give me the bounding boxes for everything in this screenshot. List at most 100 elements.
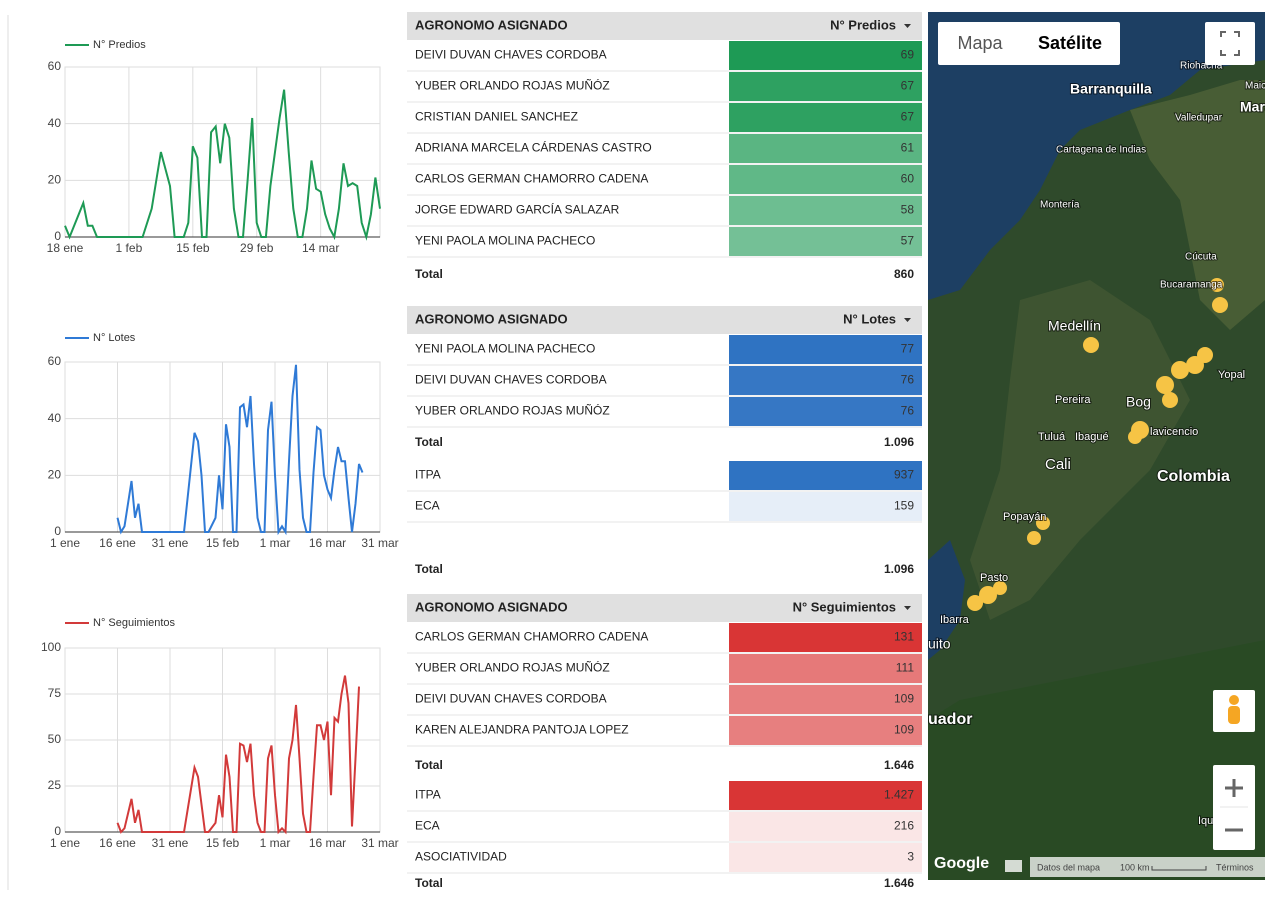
total-label: Total bbox=[415, 267, 443, 281]
place-label: Yopal bbox=[1218, 369, 1245, 381]
y-tick-label: 40 bbox=[48, 411, 62, 425]
row-value: 60 bbox=[901, 172, 915, 186]
heat-bar bbox=[729, 72, 922, 101]
marker bbox=[1156, 376, 1174, 394]
map-data[interactable]: Datos del mapa bbox=[1037, 862, 1100, 872]
row-value: 69 bbox=[901, 48, 915, 62]
heat-bar bbox=[729, 623, 922, 652]
x-tick-label: 1 mar bbox=[260, 836, 291, 850]
x-tick-label: 14 mar bbox=[302, 241, 339, 255]
x-tick-label: 31 mar bbox=[361, 536, 398, 550]
total-label: Total bbox=[415, 758, 443, 772]
total-label: Total bbox=[415, 876, 443, 890]
heat-bar bbox=[729, 165, 922, 194]
place-label: Colombia bbox=[1157, 468, 1230, 485]
row-value: 3 bbox=[907, 850, 914, 864]
y-tick-label: 75 bbox=[48, 686, 62, 700]
row-value: 109 bbox=[894, 692, 914, 706]
x-tick-label: 1 mar bbox=[260, 536, 291, 550]
markers bbox=[967, 278, 1228, 611]
heat-bar bbox=[729, 227, 922, 256]
heat-bar bbox=[729, 335, 922, 364]
place-label: Bucaramanga bbox=[1160, 280, 1223, 291]
map-imagery: Riohacha Maic Barranquilla Mara Valledup… bbox=[928, 12, 1270, 880]
x-tick-label: 15 feb bbox=[206, 536, 240, 550]
row-name: YUBER ORLANDO ROJAS MUÑÓZ bbox=[415, 660, 610, 675]
marker bbox=[979, 586, 997, 604]
map-button[interactable]: Mapa bbox=[957, 33, 1003, 53]
place-label: lavicencio bbox=[1150, 426, 1198, 438]
x-tick-label: 16 ene bbox=[99, 836, 136, 850]
satellite-button[interactable]: Satélite bbox=[1038, 33, 1102, 53]
row-value: 77 bbox=[901, 342, 915, 356]
row-value: 57 bbox=[901, 234, 915, 248]
legend-label: N° Seguimientos bbox=[93, 617, 176, 629]
row-name: KAREN ALEJANDRA PANTOJA LOPEZ bbox=[415, 723, 629, 737]
row-name: ITPA bbox=[415, 788, 441, 802]
x-tick-label: 15 feb bbox=[176, 241, 210, 255]
row-name: DEIVI DUVAN CHAVES CORDOBA bbox=[415, 373, 607, 387]
x-tick-label: 18 ene bbox=[47, 241, 84, 255]
heat-bar bbox=[729, 461, 922, 490]
marker bbox=[967, 595, 983, 611]
zoom-in[interactable] bbox=[1225, 779, 1243, 797]
total-value: 860 bbox=[894, 267, 914, 281]
fullscreen-button[interactable] bbox=[1205, 22, 1255, 65]
column-header: AGRONOMO ASIGNADO bbox=[415, 599, 568, 614]
heat-bar bbox=[729, 397, 922, 426]
x-tick-label: 16 mar bbox=[309, 836, 346, 850]
place-label: Mara bbox=[1240, 99, 1270, 115]
column-header: N° Predios bbox=[830, 17, 896, 32]
marker bbox=[1083, 337, 1099, 353]
row-name: DEIVI DUVAN CHAVES CORDOBA bbox=[415, 692, 607, 706]
place-label: Popayán bbox=[1003, 511, 1046, 523]
y-tick-label: 50 bbox=[48, 732, 62, 746]
google-logo: Google bbox=[934, 855, 989, 872]
heat-bar bbox=[729, 654, 922, 683]
sort-icon bbox=[904, 318, 911, 322]
column-header: N° Lotes bbox=[843, 311, 896, 326]
row-value: 58 bbox=[901, 203, 915, 217]
heat-bar bbox=[729, 134, 922, 163]
place-label: Bog bbox=[1126, 394, 1151, 410]
x-tick-label: 16 ene bbox=[99, 536, 136, 550]
heat-bar bbox=[729, 685, 922, 714]
place-label: Ibarra bbox=[940, 614, 970, 626]
marker bbox=[1162, 392, 1178, 408]
marker bbox=[1171, 361, 1189, 379]
series-line bbox=[116, 364, 364, 536]
row-value: 131 bbox=[894, 630, 914, 644]
place-label: uito bbox=[928, 636, 951, 652]
row-name: ITPA bbox=[415, 468, 441, 482]
row-value: 216 bbox=[894, 819, 914, 833]
terms[interactable]: Términos bbox=[1216, 862, 1254, 872]
total-value: 1.646 bbox=[884, 876, 914, 890]
keyboard-icon bbox=[1005, 860, 1022, 872]
table-header bbox=[407, 594, 922, 622]
marker bbox=[1036, 516, 1050, 530]
place-label: Maic bbox=[1245, 81, 1266, 92]
x-tick-label: 1 ene bbox=[50, 536, 80, 550]
total-value: 1.096 bbox=[884, 562, 914, 576]
sort-icon bbox=[904, 606, 911, 610]
marker bbox=[1210, 278, 1224, 292]
place-label: Tuluá bbox=[1038, 431, 1066, 443]
sort-icon bbox=[904, 24, 911, 28]
dry-region bbox=[1130, 80, 1265, 330]
y-tick-label: 0 bbox=[54, 824, 61, 838]
x-tick-label: 1 ene bbox=[50, 836, 80, 850]
series-line bbox=[64, 89, 381, 241]
heat-bar bbox=[729, 781, 922, 810]
row-value: 1.427 bbox=[884, 788, 914, 802]
row-value: 61 bbox=[901, 141, 915, 155]
series-line bbox=[116, 675, 360, 835]
x-tick-label: 16 mar bbox=[309, 536, 346, 550]
row-name: DEIVI DUVAN CHAVES CORDOBA bbox=[415, 48, 607, 62]
x-tick-label: 31 mar bbox=[361, 836, 398, 850]
place-label: Montería bbox=[1040, 200, 1080, 211]
marker bbox=[1027, 531, 1041, 545]
x-tick-label: 1 feb bbox=[116, 241, 143, 255]
row-value: 109 bbox=[894, 723, 914, 737]
map-type-control bbox=[938, 22, 1120, 65]
